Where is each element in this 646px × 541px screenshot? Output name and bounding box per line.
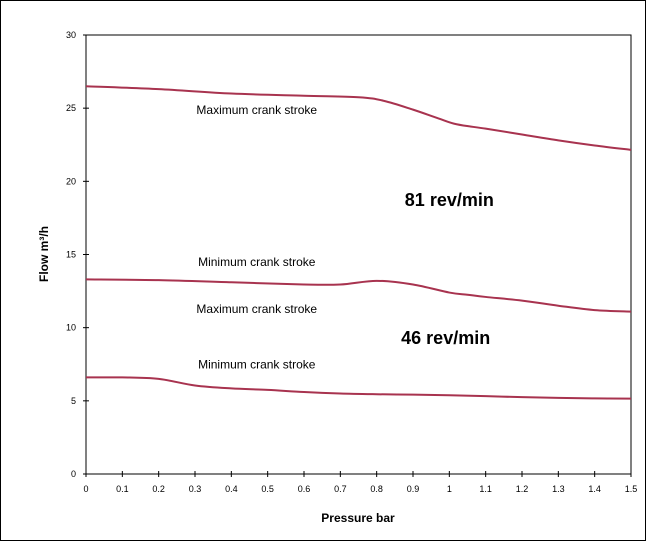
y-tick-label: 10 — [66, 323, 76, 333]
x-tick-label: 1.5 — [625, 484, 638, 494]
stroke-label: Maximum crank stroke — [196, 103, 317, 117]
y-tick-label: 5 — [71, 396, 76, 406]
x-tick-label: 0.3 — [189, 484, 202, 494]
y-tick-label: 0 — [71, 469, 76, 479]
x-tick-label: 0.7 — [334, 484, 347, 494]
stroke-label: Minimum crank stroke — [198, 255, 316, 269]
x-tick-label: 0.8 — [370, 484, 383, 494]
stroke-label: Minimum crank stroke — [198, 358, 316, 372]
y-tick-label: 20 — [66, 176, 76, 186]
x-tick-label: 0.2 — [152, 484, 165, 494]
y-tick-label: 15 — [66, 250, 76, 260]
x-tick-label: 1.2 — [516, 484, 529, 494]
y-tick-label: 30 — [66, 30, 76, 40]
series-line-2 — [85, 278, 632, 313]
series-line-1 — [85, 85, 632, 151]
axis-ticks: 0 0.1 0.2 0.3 0.4 0.5 0.6 0.7 0.8 0.9 1 1.1 1.2 1.3 1.… — [66, 30, 637, 494]
y-tick-label: 25 — [66, 103, 76, 113]
series-line-3 — [85, 376, 632, 400]
x-tick-label: 1.4 — [588, 484, 601, 494]
y-axis-title: Flow m³/h — [37, 226, 51, 282]
annotations: Maximum crank stroke 81 rev/min Minimum cr… — [196, 103, 493, 372]
series-lines — [85, 85, 632, 400]
x-tick-label: 0.4 — [225, 484, 238, 494]
x-tick-label: 1.3 — [552, 484, 565, 494]
x-tick-label: 1 — [447, 484, 452, 494]
stroke-label: Maximum crank stroke — [196, 302, 317, 316]
plot-area-border — [85, 34, 632, 475]
x-tick-label: 1.1 — [479, 484, 492, 494]
x-tick-label: 0 — [83, 484, 88, 494]
x-tick-label: 0.9 — [407, 484, 420, 494]
x-axis-title: Pressure bar — [321, 511, 395, 525]
x-tick-label: 0.5 — [261, 484, 274, 494]
speed-label: 81 rev/min — [405, 190, 494, 210]
x-tick-label: 0.6 — [298, 484, 311, 494]
x-tick-label: 0.1 — [116, 484, 129, 494]
speed-label: 46 rev/min — [401, 328, 490, 348]
